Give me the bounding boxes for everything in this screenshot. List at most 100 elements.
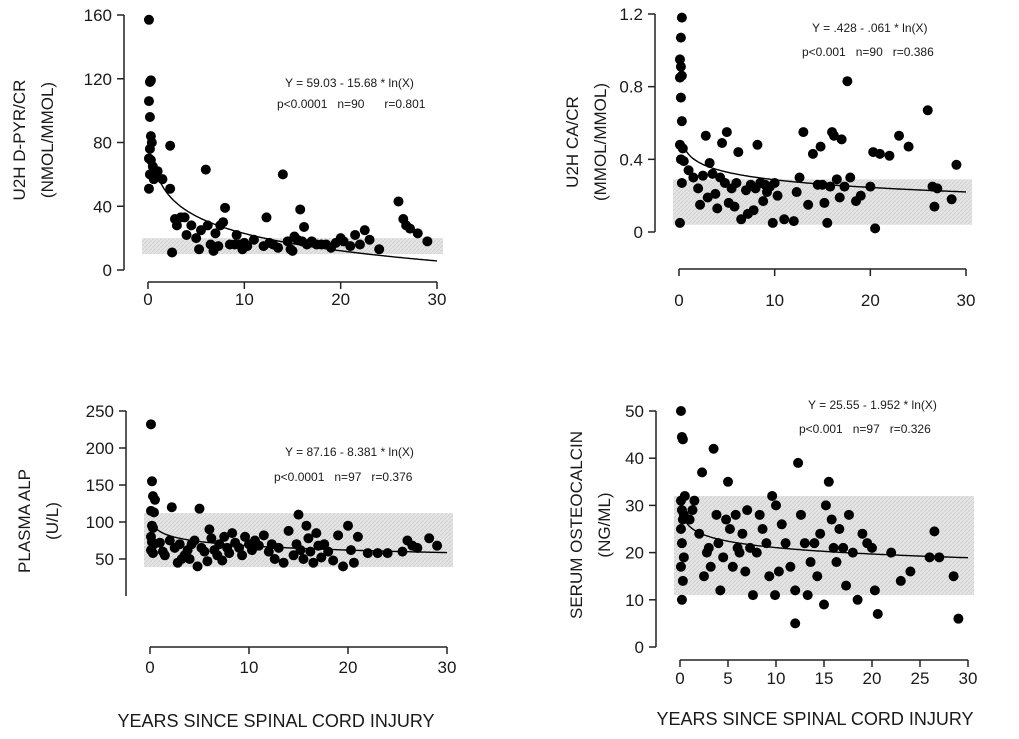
data-point xyxy=(143,14,154,25)
data-point xyxy=(769,177,780,188)
data-point xyxy=(855,190,866,201)
data-point xyxy=(748,205,759,216)
data-point xyxy=(795,509,806,520)
data-point xyxy=(730,509,741,520)
data-point xyxy=(213,241,224,252)
y-tick-label: 160 xyxy=(84,6,112,25)
data-point xyxy=(771,500,781,511)
data-point xyxy=(364,234,375,245)
data-point xyxy=(790,585,801,596)
data-point xyxy=(352,531,363,542)
data-point xyxy=(932,183,943,194)
chart-osteo: 0 10 20 30 40 50 0 5 10 15 20 25 30 SERUM OSTEOCALCIN… xyxy=(567,398,977,688)
data-point xyxy=(273,542,284,553)
data-point xyxy=(217,555,228,566)
x-tick-label: 10 xyxy=(765,291,784,310)
data-point xyxy=(839,181,850,192)
data-point xyxy=(721,127,732,138)
x-tick-label: 0 xyxy=(145,658,154,677)
data-point xyxy=(145,419,156,430)
regression-stats: p<0.0001 n=97 r=0.376 xyxy=(274,470,413,484)
data-point xyxy=(826,514,837,525)
y-tick-label: 10 xyxy=(625,591,644,610)
y-tick-label: 40 xyxy=(625,449,644,468)
data-point xyxy=(148,507,159,518)
data-point xyxy=(146,476,157,487)
data-point xyxy=(354,239,365,250)
data-point xyxy=(675,92,686,103)
data-point xyxy=(828,130,839,141)
data-point xyxy=(929,201,940,212)
data-point xyxy=(143,96,154,107)
data-point xyxy=(311,528,322,539)
data-point xyxy=(220,202,231,213)
data-point xyxy=(695,199,706,210)
data-point xyxy=(248,234,259,245)
data-point xyxy=(382,548,393,559)
data-point xyxy=(348,557,359,568)
data-point xyxy=(740,566,751,577)
data-point xyxy=(677,143,688,154)
data-point xyxy=(253,540,264,551)
data-point xyxy=(828,542,839,553)
data-point xyxy=(678,156,689,167)
data-point xyxy=(154,537,165,548)
data-point xyxy=(202,220,213,231)
data-point xyxy=(412,228,423,239)
data-point xyxy=(834,192,845,203)
data-point xyxy=(323,546,334,557)
data-point xyxy=(718,552,729,563)
data-point xyxy=(677,434,688,445)
data-point xyxy=(689,495,700,506)
data-point xyxy=(874,148,885,159)
data-point xyxy=(293,509,304,520)
normal-range-band xyxy=(674,495,974,596)
data-point xyxy=(733,147,744,158)
data-point xyxy=(819,197,830,208)
data-point xyxy=(946,194,957,205)
data-point xyxy=(767,217,778,228)
data-point xyxy=(894,130,905,141)
data-point xyxy=(758,196,769,207)
data-point xyxy=(717,137,728,148)
chart-ca: 0 0.4 0.8 1.2 0 10 20 30 U2H CA/CR (MMOL/MMOL) Y =… xyxy=(563,5,975,310)
data-point xyxy=(288,550,299,561)
data-point xyxy=(372,548,383,559)
data-point xyxy=(676,177,687,188)
data-point xyxy=(791,187,802,198)
data-point xyxy=(951,159,962,170)
data-point xyxy=(295,545,306,556)
data-point xyxy=(149,494,160,505)
regression-stats: p<0.001 n=90 r=0.386 xyxy=(802,45,934,59)
y-tick-label: 100 xyxy=(86,513,114,532)
data-point xyxy=(204,524,215,535)
data-point xyxy=(676,116,687,127)
data-point xyxy=(298,554,309,564)
y-axis-label: PLASMA ALP xyxy=(15,469,34,573)
data-point xyxy=(299,221,310,232)
y-tick-label: 0 xyxy=(634,223,643,242)
data-point xyxy=(687,505,698,516)
data-point xyxy=(319,539,330,550)
data-point xyxy=(838,542,849,553)
data-point xyxy=(152,166,163,177)
data-point xyxy=(362,548,373,559)
data-point xyxy=(269,554,280,564)
y-axis-label: (NG/ML) xyxy=(595,492,614,557)
data-point xyxy=(676,12,687,23)
data-point xyxy=(194,503,205,514)
x-tick-label: 5 xyxy=(723,669,732,688)
x-tick-label: 15 xyxy=(815,669,834,688)
data-point xyxy=(702,192,713,203)
data-point xyxy=(305,546,316,557)
x-tick-label: 20 xyxy=(863,669,882,688)
data-point xyxy=(779,214,790,225)
data-point xyxy=(734,547,745,558)
data-point xyxy=(277,169,288,180)
data-point xyxy=(805,557,816,568)
data-point xyxy=(343,520,353,531)
data-point xyxy=(721,514,732,525)
x-tick-label: 30 xyxy=(428,290,447,309)
data-point xyxy=(191,233,202,244)
